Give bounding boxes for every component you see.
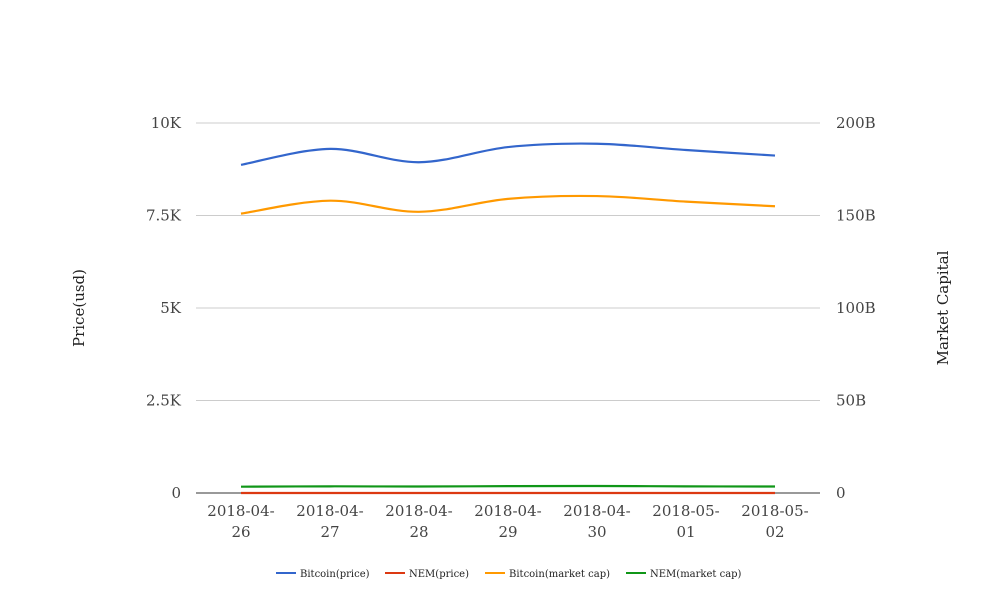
right-axis-ticks: 0 50B 100B 150B 200B (836, 114, 876, 502)
legend-label: NEM(price) (409, 569, 469, 580)
x-tick-label: 2018-04-29 (474, 502, 541, 541)
x-axis-ticks: 2018-04-26 2018-04-27 2018-04-28 2018-04-29… (207, 502, 808, 541)
y-left-tick-label: 2.5K (146, 392, 182, 410)
y-left-tick-label: 10K (151, 114, 182, 132)
y-right-tick-label: 0 (836, 484, 846, 502)
x-tick-label: 2018-04-28 (385, 502, 452, 541)
y-left-tick-label: 5K (160, 299, 182, 317)
x-tick-label: 2018-05-02 (741, 502, 808, 541)
x-tick-label: 2018-04-26 (207, 502, 274, 541)
y-right-tick-label: 50B (836, 392, 866, 410)
x-tick-label: 2018-04-30 (563, 502, 630, 541)
left-axis-ticks: 0 2.5K 5K 7.5K 10K (146, 114, 182, 502)
legend-item-nem-market-cap[interactable]: NEM(market cap) (626, 569, 742, 580)
gridlines (196, 122, 820, 494)
y-axis-left-title: Price(usd) (70, 269, 88, 347)
y-right-tick-label: 150B (836, 207, 876, 225)
series-line-nem-market-cap (240, 484, 776, 488)
legend-item-bitcoin-market-cap[interactable]: Bitcoin(market cap) (485, 569, 610, 580)
legend-label: Bitcoin(market cap) (509, 569, 610, 580)
legend-item-nem-price[interactable]: NEM(price) (385, 569, 469, 580)
legend-label: NEM(market cap) (650, 569, 742, 580)
y-axis-right-title: Market Capital (934, 250, 952, 365)
legend-label: Bitcoin(price) (300, 569, 370, 580)
y-right-tick-label: 100B (836, 299, 876, 317)
legend: Bitcoin(price) NEM(price) Bitcoin(market c… (276, 569, 742, 580)
x-tick-label: 2018-04-27 (296, 502, 363, 541)
legend-item-bitcoin-price[interactable]: Bitcoin(price) (276, 569, 370, 580)
y-left-tick-label: 7.5K (146, 207, 182, 225)
y-left-tick-label: 0 (171, 484, 181, 502)
series-lines (240, 142, 776, 495)
series-line-bitcoin-market-cap (240, 194, 776, 215)
x-tick-label: 2018-05-01 (652, 502, 719, 541)
y-right-tick-label: 200B (836, 114, 876, 132)
series-line-bitcoin-price (240, 142, 776, 166)
